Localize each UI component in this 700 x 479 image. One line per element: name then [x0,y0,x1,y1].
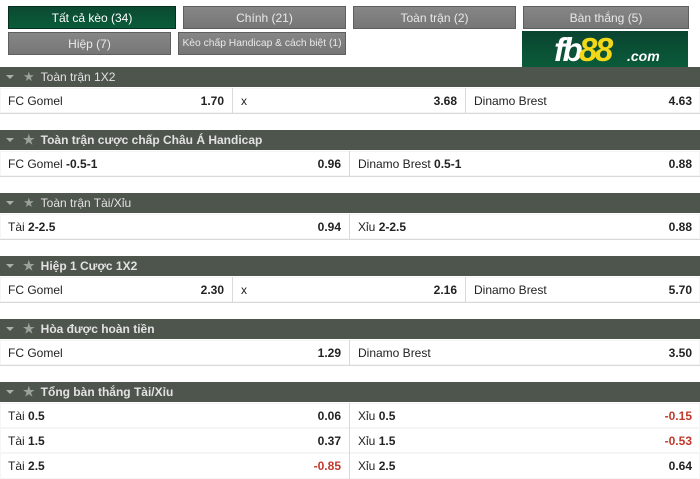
svg-text:88: 88 [579,31,614,68]
svg-text:.com: .com [627,48,660,64]
